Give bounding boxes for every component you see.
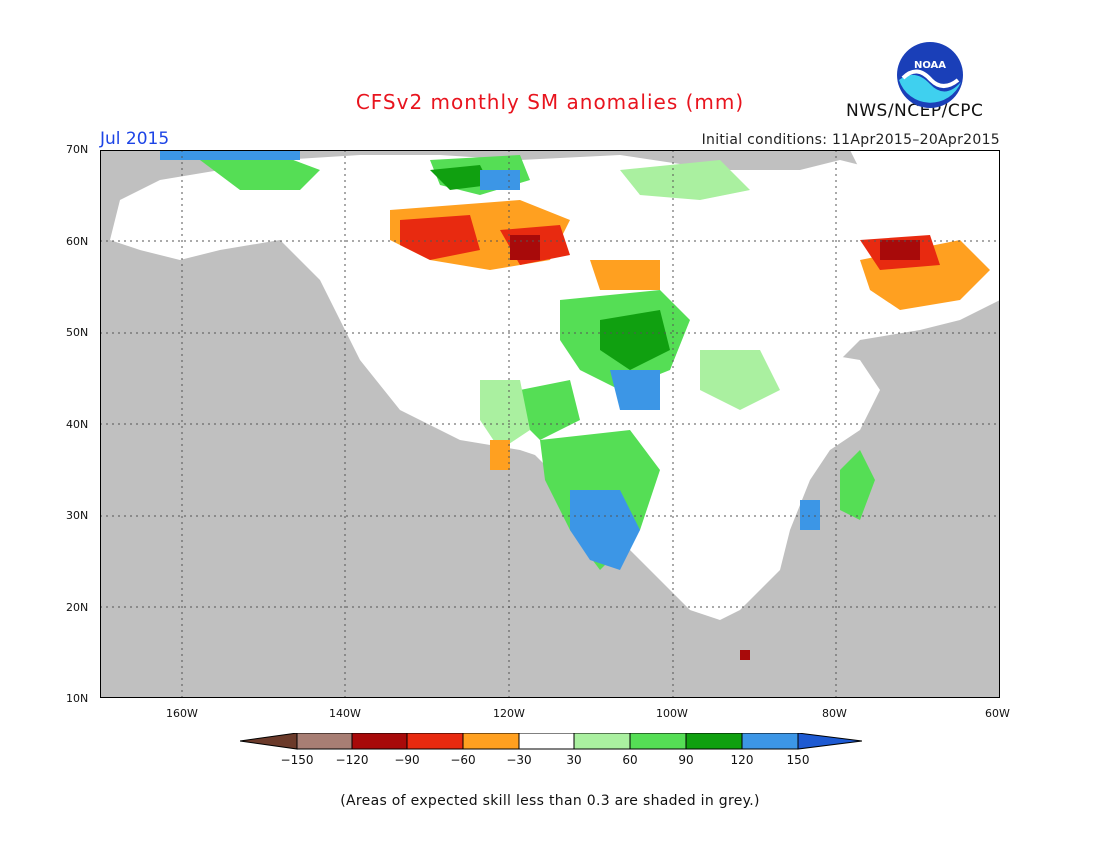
initial-conditions-label: Initial conditions: 11Apr2015–20Apr2015 bbox=[701, 132, 1000, 148]
lon-label: 100W bbox=[656, 707, 688, 720]
skill-footnote: (Areas of expected skill less than 0.3 a… bbox=[340, 793, 760, 809]
lon-label: 80W bbox=[822, 707, 847, 720]
lat-label: 40N bbox=[66, 418, 89, 431]
legend-tick-label: 30 bbox=[566, 753, 581, 767]
lat-label: 10N bbox=[66, 692, 89, 705]
legend-swatch bbox=[797, 733, 862, 750]
legend-tick-label: 120 bbox=[731, 753, 754, 767]
lon-label: 140W bbox=[329, 707, 361, 720]
legend-tick-label: −30 bbox=[506, 753, 531, 767]
lat-label: 60N bbox=[66, 235, 89, 248]
legend-tick-label: 90 bbox=[678, 753, 693, 767]
lat-label: 20N bbox=[66, 601, 89, 614]
legend-tick-label: −60 bbox=[450, 753, 475, 767]
gridlines bbox=[100, 150, 1000, 698]
color-legend: −150 −120 −90 −60 −30 30 60 90 120 150 bbox=[240, 733, 862, 767]
logo-text: NOAA bbox=[914, 60, 946, 71]
legend-swatch bbox=[573, 733, 631, 750]
very-strong-positive-patches bbox=[160, 150, 820, 570]
legend-swatch bbox=[685, 733, 743, 750]
legend-tick-label: −120 bbox=[336, 753, 369, 767]
legend-tick-label: 60 bbox=[622, 753, 637, 767]
agency-label: NWS/NCEP/CPC bbox=[846, 101, 984, 121]
legend-swatch bbox=[629, 733, 687, 750]
legend-swatch bbox=[296, 733, 353, 750]
legend-swatch bbox=[351, 733, 408, 750]
light-green-patches bbox=[480, 160, 780, 450]
legend-swatch bbox=[741, 733, 799, 750]
noaa-logo: NOAA bbox=[897, 42, 963, 108]
map-canvas bbox=[100, 150, 1000, 698]
lon-label: 160W bbox=[166, 707, 198, 720]
legend-tick-label: −90 bbox=[394, 753, 419, 767]
legend-tick-label: 150 bbox=[787, 753, 810, 767]
lat-label: 50N bbox=[66, 326, 89, 339]
lon-label: 120W bbox=[493, 707, 525, 720]
legend-swatch bbox=[462, 733, 520, 750]
strong-positive-patches bbox=[430, 165, 670, 370]
valid-month-label: Jul 2015 bbox=[100, 129, 170, 149]
legend-swatch bbox=[406, 733, 464, 750]
legend-tick-label: −150 bbox=[281, 753, 314, 767]
lat-label: 70N bbox=[66, 143, 89, 156]
legend-swatch bbox=[518, 733, 575, 750]
chart-title: CFSv2 monthly SM anomalies (mm) bbox=[355, 90, 745, 114]
lon-label: 60W bbox=[985, 707, 1010, 720]
lat-label: 30N bbox=[66, 509, 89, 522]
legend-swatch bbox=[240, 733, 298, 750]
